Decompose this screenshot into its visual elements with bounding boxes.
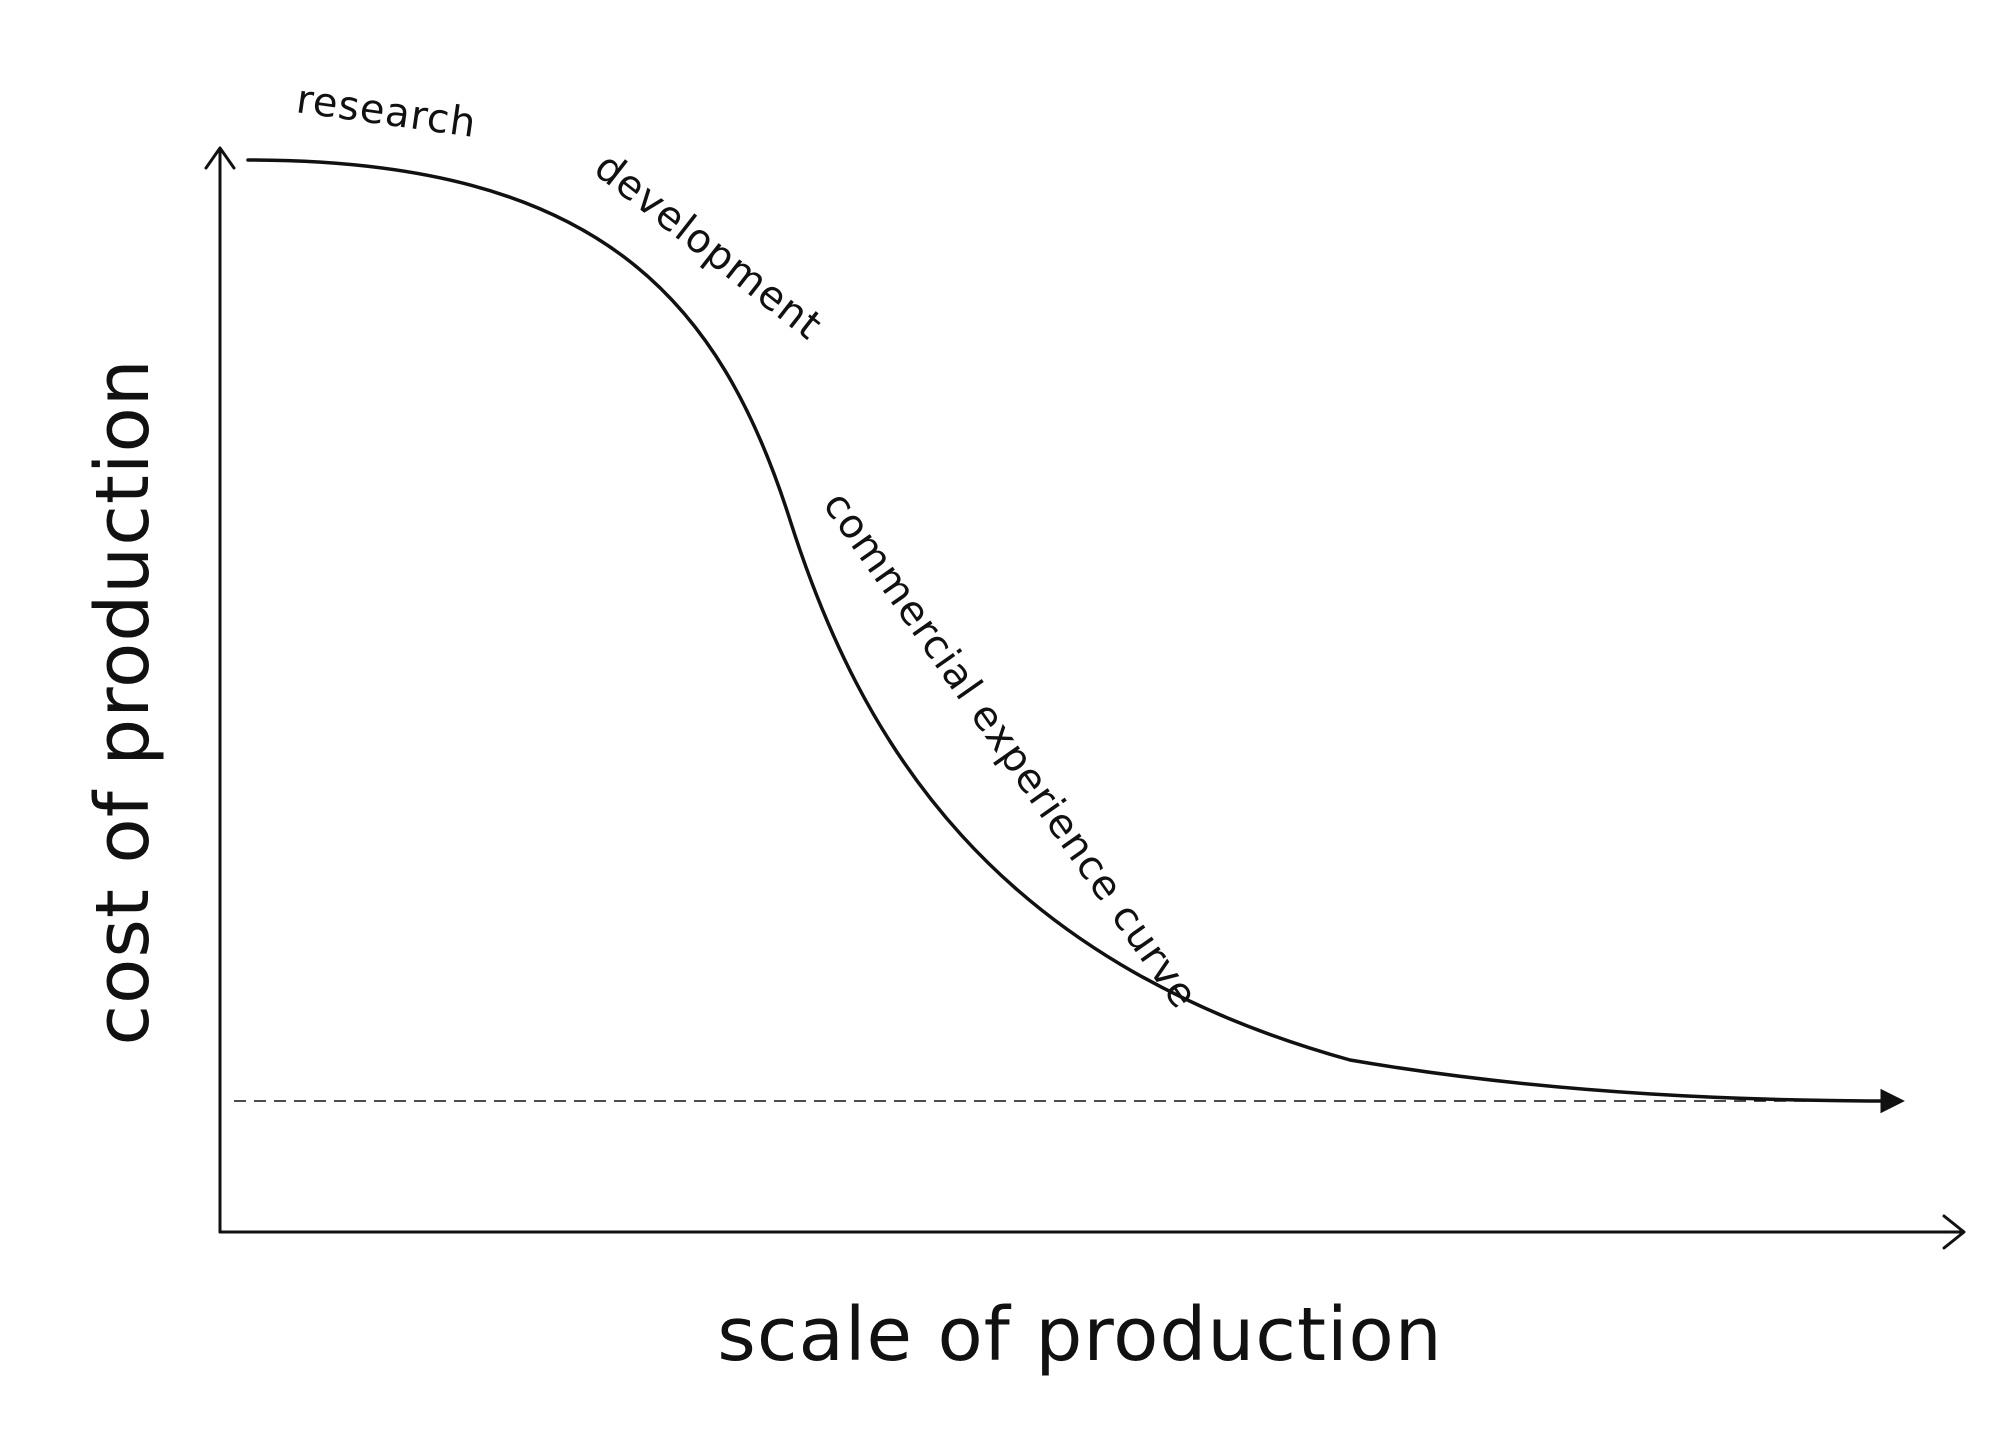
- y-axis-label: cost of production: [80, 358, 166, 1045]
- y-axis-arrow-icon: [204, 146, 236, 170]
- x-axis-arrow-icon: [1942, 1214, 1966, 1250]
- x-axis: [218, 1214, 1966, 1250]
- experience-curve: [246, 158, 1905, 1114]
- x-axis-label: scale of production: [717, 1292, 1442, 1378]
- label-research: research: [294, 76, 480, 147]
- y-axis: [204, 146, 236, 1234]
- label-commercial-experience-curve: commercial experience curve: [814, 483, 1207, 1017]
- label-development: development: [586, 144, 831, 349]
